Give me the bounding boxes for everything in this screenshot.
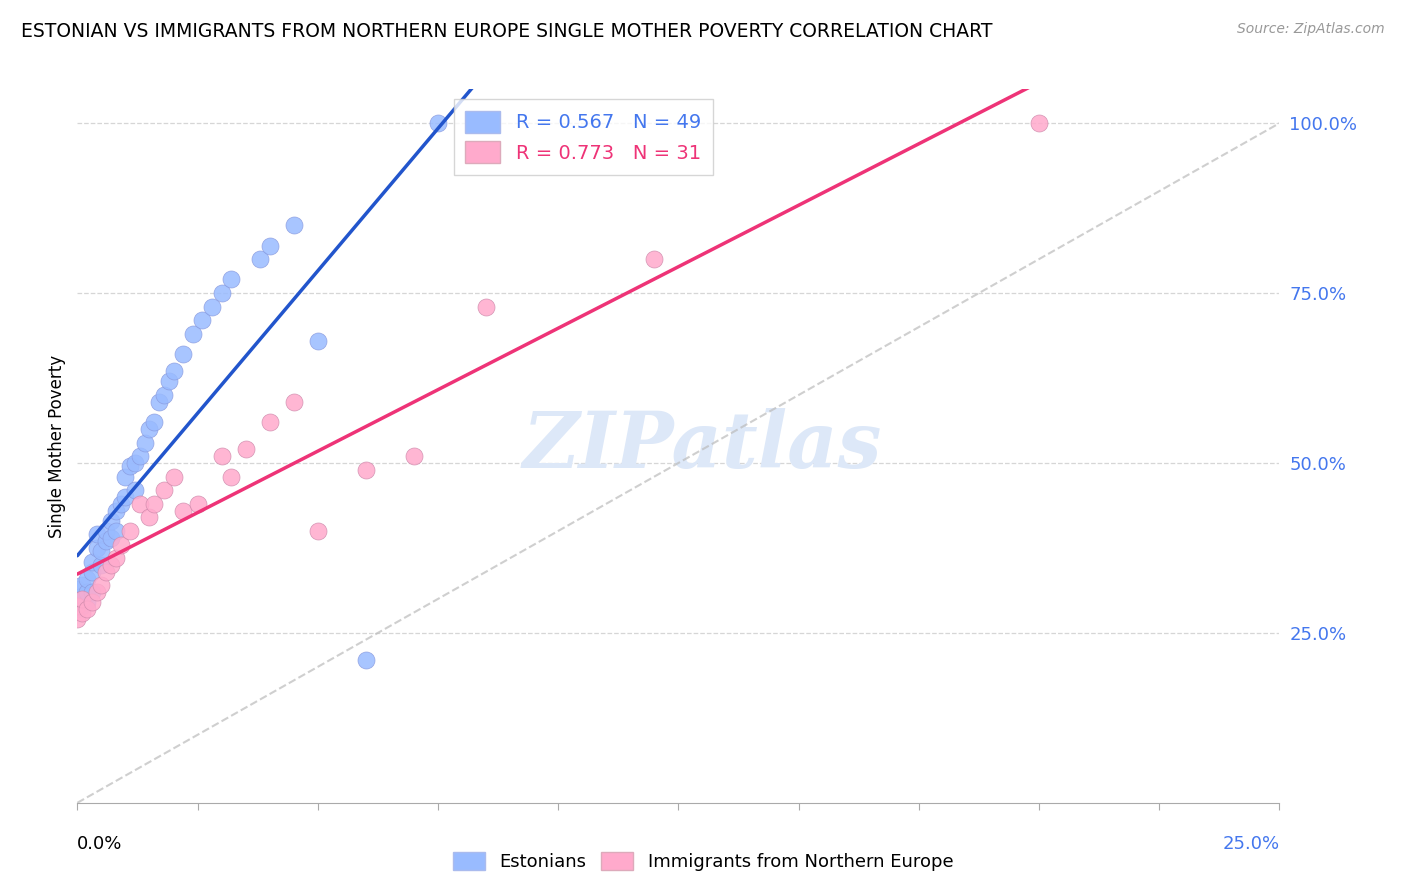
Text: 25.0%: 25.0% <box>1222 835 1279 853</box>
Point <box>114 469 136 483</box>
Text: ZIPatlas: ZIPatlas <box>523 408 882 484</box>
Point <box>70 589 93 603</box>
Point <box>157 375 180 389</box>
Legend: R = 0.567   N = 49, R = 0.773   N = 31: R = 0.567 N = 49, R = 0.773 N = 31 <box>454 99 713 175</box>
Point <box>100 558 122 572</box>
Point <box>402 449 425 463</box>
Point <box>120 524 142 538</box>
Point <box>70 591 93 606</box>
Point <box>201 300 224 314</box>
Point <box>110 497 132 511</box>
Point <box>219 469 242 483</box>
Point <box>90 558 112 572</box>
Text: 0.0%: 0.0% <box>77 835 122 853</box>
Point <box>128 497 150 511</box>
Point <box>76 602 98 616</box>
Point <box>307 334 329 348</box>
Point <box>76 595 98 609</box>
Point <box>427 116 450 130</box>
Point <box>80 595 103 609</box>
Point <box>249 252 271 266</box>
Point <box>134 435 156 450</box>
Point <box>235 442 257 457</box>
Point <box>153 483 176 498</box>
Point <box>86 527 108 541</box>
Point <box>76 572 98 586</box>
Point <box>172 503 194 517</box>
Point <box>66 599 89 613</box>
Point <box>86 541 108 555</box>
Point <box>172 347 194 361</box>
Point <box>307 524 329 538</box>
Point <box>100 531 122 545</box>
Point <box>96 524 118 538</box>
Point <box>138 510 160 524</box>
Point <box>162 364 184 378</box>
Point <box>124 456 146 470</box>
Point <box>186 497 209 511</box>
Point <box>354 653 377 667</box>
Point <box>120 459 142 474</box>
Point <box>124 483 146 498</box>
Point <box>181 326 204 341</box>
Point <box>283 394 305 409</box>
Point <box>86 585 108 599</box>
Point <box>104 524 127 538</box>
Point <box>66 582 89 596</box>
Point <box>283 218 305 232</box>
Point <box>259 415 281 429</box>
Point <box>80 565 103 579</box>
Point <box>128 449 150 463</box>
Point <box>354 463 377 477</box>
Point <box>90 578 112 592</box>
Point <box>66 595 89 609</box>
Point <box>80 555 103 569</box>
Point <box>104 551 127 566</box>
Point <box>70 606 93 620</box>
Text: ESTONIAN VS IMMIGRANTS FROM NORTHERN EUROPE SINGLE MOTHER POVERTY CORRELATION CH: ESTONIAN VS IMMIGRANTS FROM NORTHERN EUR… <box>21 22 993 41</box>
Point <box>100 514 122 528</box>
Point <box>143 497 166 511</box>
Point <box>643 252 665 266</box>
Point <box>191 313 214 327</box>
Point <box>211 286 233 301</box>
Y-axis label: Single Mother Poverty: Single Mother Poverty <box>48 354 66 538</box>
Point <box>76 585 98 599</box>
Point <box>96 565 118 579</box>
Point <box>219 272 242 286</box>
Point <box>90 544 112 558</box>
Point <box>138 422 160 436</box>
Point <box>259 238 281 252</box>
Point <box>104 503 127 517</box>
Point <box>70 578 93 592</box>
Point <box>66 612 89 626</box>
Point <box>162 469 184 483</box>
Point <box>96 534 118 549</box>
Point <box>70 599 93 613</box>
Point <box>211 449 233 463</box>
Point <box>66 602 89 616</box>
Point <box>148 394 170 409</box>
Point <box>110 537 132 551</box>
Point <box>114 490 136 504</box>
Point <box>143 415 166 429</box>
Point <box>1028 116 1050 130</box>
Legend: Estonians, Immigrants from Northern Europe: Estonians, Immigrants from Northern Euro… <box>446 845 960 879</box>
Point <box>66 591 89 606</box>
Text: Source: ZipAtlas.com: Source: ZipAtlas.com <box>1237 22 1385 37</box>
Point <box>153 388 176 402</box>
Point <box>80 585 103 599</box>
Point <box>475 300 498 314</box>
